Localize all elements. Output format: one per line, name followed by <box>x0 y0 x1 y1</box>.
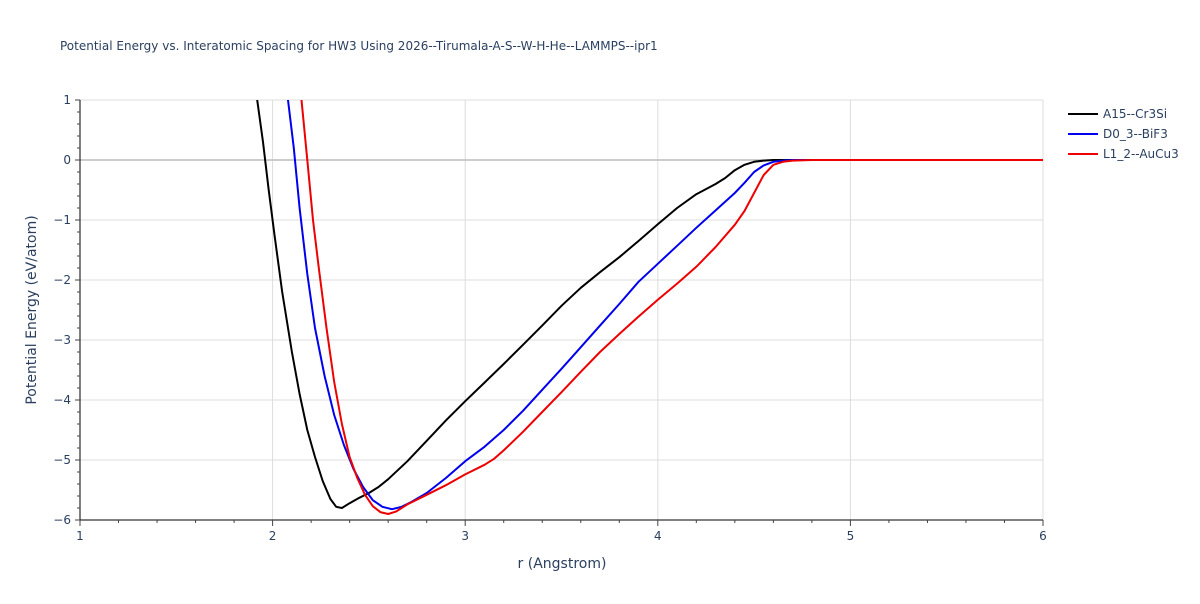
y-tick-label: −3 <box>53 333 71 347</box>
grid-layer <box>80 99 1044 520</box>
y-tick-label: −5 <box>53 453 71 467</box>
series-line <box>287 100 1043 511</box>
x-axis-title: r (Angstrom) <box>518 556 607 572</box>
series-layer <box>256 100 1043 515</box>
legend[interactable]: A15--Cr3Si D0_3--BiF3 L1_2--AuCu3 <box>1068 107 1179 161</box>
y-tick-label: −2 <box>53 273 71 287</box>
x-tick-label: 3 <box>461 529 469 543</box>
y-tick-label: 0 <box>63 153 71 167</box>
legend-item[interactable]: D0_3--BiF3 <box>1068 127 1168 141</box>
axes-layer: 1 2 3 4 5 6 1 0 −1 −2 −3 −4 −5 −6 <box>53 93 1047 543</box>
y-tick-label: −6 <box>53 513 71 527</box>
x-tick-label: 4 <box>654 529 662 543</box>
y-tick-label: 1 <box>63 93 71 107</box>
legend-label: A15--Cr3Si <box>1103 107 1167 121</box>
legend-label: L1_2--AuCu3 <box>1103 147 1179 161</box>
x-tick-label: 5 <box>847 529 855 543</box>
x-tick-label: 6 <box>1039 529 1047 543</box>
y-tick-label: −4 <box>53 393 71 407</box>
y-axis-title: Potential Energy (eV/atom) <box>24 215 40 404</box>
chart-title: Potential Energy vs. Interatomic Spacing… <box>60 39 658 53</box>
legend-item[interactable]: L1_2--AuCu3 <box>1068 147 1179 161</box>
legend-label: D0_3--BiF3 <box>1103 127 1168 141</box>
x-tick-label: 2 <box>269 529 277 543</box>
legend-item[interactable]: A15--Cr3Si <box>1068 107 1167 121</box>
x-tick-label: 1 <box>76 529 84 543</box>
y-tick-label: −1 <box>53 213 71 227</box>
series-line <box>300 100 1043 515</box>
series-line <box>256 100 1043 509</box>
